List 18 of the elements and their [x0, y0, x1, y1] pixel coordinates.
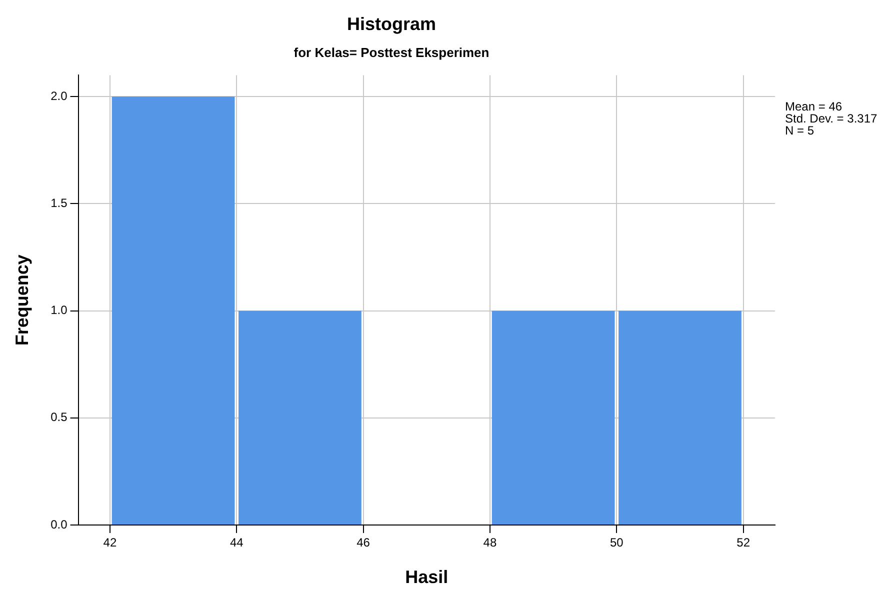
text: Mean = 46 [785, 100, 842, 114]
x-tick-label: 42 [103, 536, 117, 550]
x-tick-label: 44 [230, 536, 244, 550]
x-tick-label: 50 [610, 536, 624, 550]
x-tick-label: 48 [483, 536, 497, 550]
y-tick-label: 1.0 [50, 303, 68, 318]
x-tick-label: 52 [736, 536, 750, 550]
text: Std. Dev. = 3.317 [785, 112, 878, 126]
chart-subtitle: for Kelas= Posttest Eksperimen [294, 44, 490, 60]
y-tick-label: 0.0 [50, 517, 68, 532]
chart-title: Histogram [346, 14, 436, 34]
y-tick-label: 2.0 [50, 88, 68, 103]
y-axis-title: Frequency [12, 254, 32, 346]
x-tick-label: 46 [356, 536, 370, 550]
y-tick-label: 0.5 [50, 410, 68, 424]
y-tick-label: 1.5 [50, 196, 68, 210]
text: N = 5 [785, 124, 814, 138]
x-axis-title: Hasil [405, 567, 448, 588]
